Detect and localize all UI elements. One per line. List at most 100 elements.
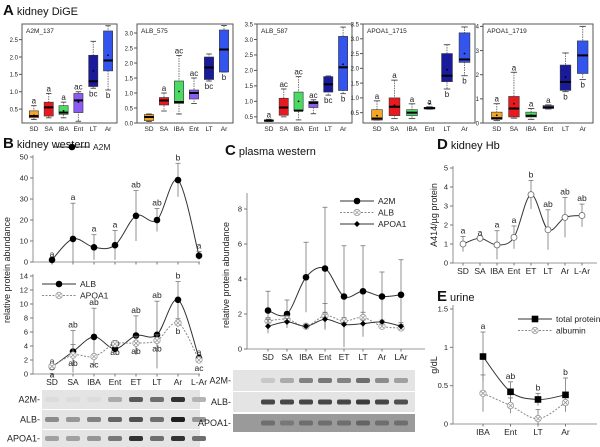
chart-title: APOA1_1719 (487, 28, 527, 35)
blot-band (150, 397, 164, 402)
box-iqr (28, 110, 39, 119)
blot-band (299, 420, 313, 426)
x-tick-label: LT (562, 126, 569, 133)
data-point (132, 332, 140, 339)
y-tick-label: 3 (476, 49, 480, 55)
box-lt: bc (88, 40, 99, 98)
significance-letter: ac (74, 83, 82, 92)
blot-band (280, 399, 294, 405)
significance-letter: ab (89, 297, 99, 307)
y-tick-label: 1.0 (10, 90, 19, 96)
mean-point (342, 63, 344, 66)
x-tick-label: IBA (58, 126, 69, 133)
mean-point (393, 104, 396, 107)
significance-letter: b (529, 169, 534, 179)
y-tick-label: 4 (476, 25, 480, 31)
blot-band (337, 399, 351, 405)
data-point (531, 315, 539, 323)
significance-letter: b (222, 73, 227, 82)
box-sa: a (388, 71, 401, 120)
significance-letter: a (50, 249, 55, 259)
x-tick-label: Ar (340, 126, 347, 133)
y-tick-label: 4 (444, 183, 448, 192)
box-iba: a (406, 95, 418, 120)
x-tick-label: SA (281, 352, 293, 362)
data-point (55, 280, 63, 288)
y-tick-label: 0 (444, 420, 448, 429)
data-point (174, 176, 182, 184)
y-tick-label: 2.0 (125, 61, 134, 67)
box-iqr (219, 29, 229, 73)
x-tick-label: L-Ar (574, 266, 590, 276)
data-point (55, 291, 63, 300)
data-point (353, 208, 361, 217)
plot-frame (256, 23, 353, 124)
y-tick-label: 12 (20, 286, 28, 295)
x-tick-label: SA (510, 126, 519, 133)
mean-point (428, 102, 431, 105)
legend-item: albumin (518, 326, 586, 336)
mean-point (77, 101, 80, 104)
significance-letter: a (267, 110, 272, 119)
x-tick-label: SD (29, 126, 38, 133)
legend-item: ALB (340, 208, 394, 218)
mean-point (297, 100, 300, 103)
data-point (48, 362, 56, 370)
significance-letter: ab (152, 343, 162, 353)
x-tick-label: LAr (394, 352, 407, 362)
mean-point (107, 54, 109, 57)
y-tick-label: 20 (20, 216, 28, 225)
mean-point (148, 116, 150, 118)
significance-letter: ab (152, 197, 162, 207)
y-tick-label: 3.0 (125, 31, 134, 37)
data-point (322, 316, 328, 323)
x-tick-label: LT (543, 266, 552, 276)
data-point (284, 318, 290, 325)
x-tick-label: Ent (109, 377, 122, 387)
y-tick-label: 0 (238, 345, 242, 354)
box-sd: a (491, 95, 503, 122)
blot-band (192, 417, 206, 422)
line-chart-e-9: 0 0.5 1 1.5 IBA Ent LT Ar g/dL a ab b b total protein… (429, 305, 600, 438)
mean-point (463, 52, 466, 55)
blot-band (280, 420, 294, 426)
y-tick-label: 10 (20, 237, 28, 246)
x-tick-label: Ar (461, 126, 468, 133)
x-tick-label: LT (443, 126, 450, 133)
x-tick-label: Ent (309, 126, 319, 133)
y-tick-label: 1.0 (351, 96, 360, 102)
significance-letter: a (410, 95, 415, 104)
significance-letter: a (495, 95, 500, 104)
x-tick-label: SD (372, 126, 381, 133)
y-tick-label: 2.5 (351, 52, 360, 58)
data-point (69, 351, 77, 359)
y-tick-label: 1.5 (245, 84, 254, 90)
data-point (507, 388, 514, 396)
significance-letter: b (106, 91, 111, 100)
data-point (321, 265, 329, 272)
y-tick-label: 2 (444, 221, 448, 230)
y-tick-label: 1.5 (125, 76, 134, 82)
x-tick-label: Ent (74, 126, 84, 133)
panel-letter: B (3, 135, 14, 152)
significance-letter: b (536, 382, 541, 392)
y-tick-label: 4 (238, 275, 242, 284)
significance-letter: a (461, 225, 466, 235)
significance-letter: a (50, 356, 55, 366)
y-axis-label: A414/µg protein (429, 183, 439, 247)
x-tick-label: IBA (476, 427, 490, 437)
x-tick-label: IBA (299, 352, 313, 362)
blot-band (375, 378, 389, 383)
y-tick-label: 2.0 (245, 69, 254, 75)
x-tick-label: LT (325, 126, 332, 133)
box-lt: bc (204, 53, 214, 91)
legend-label: ALB (378, 208, 394, 218)
y-tick-label: 0.5 (351, 111, 360, 117)
blot-label: A2M- (209, 376, 231, 386)
western-blot-b: A2M- ALB- APOA1- (7, 390, 206, 447)
series-total-protein: a ab b b (479, 321, 569, 412)
x-tick-label: Ar (378, 352, 387, 362)
